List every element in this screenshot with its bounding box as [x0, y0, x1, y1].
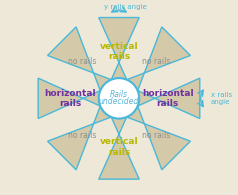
- Circle shape: [99, 78, 139, 119]
- Text: no rails: no rails: [142, 131, 170, 140]
- Text: no rails: no rails: [142, 57, 170, 66]
- Text: x rails
angle: x rails angle: [211, 92, 232, 105]
- Text: y rails angle: y rails angle: [104, 4, 147, 10]
- Text: horizontal
rails: horizontal rails: [44, 89, 96, 108]
- Polygon shape: [138, 78, 200, 119]
- Polygon shape: [99, 18, 139, 80]
- Text: horizontal
rails: horizontal rails: [142, 89, 193, 108]
- Polygon shape: [48, 27, 111, 91]
- Text: undecided: undecided: [99, 97, 139, 106]
- Polygon shape: [127, 106, 190, 170]
- Polygon shape: [99, 117, 139, 179]
- Text: vertical
rails: vertical rails: [100, 42, 138, 61]
- Polygon shape: [127, 27, 190, 91]
- Text: no rails: no rails: [68, 57, 96, 66]
- Text: Rails: Rails: [110, 90, 128, 99]
- Polygon shape: [48, 106, 111, 170]
- Polygon shape: [38, 78, 100, 119]
- Text: no rails: no rails: [68, 131, 96, 140]
- Text: vertical
rails: vertical rails: [100, 137, 138, 157]
